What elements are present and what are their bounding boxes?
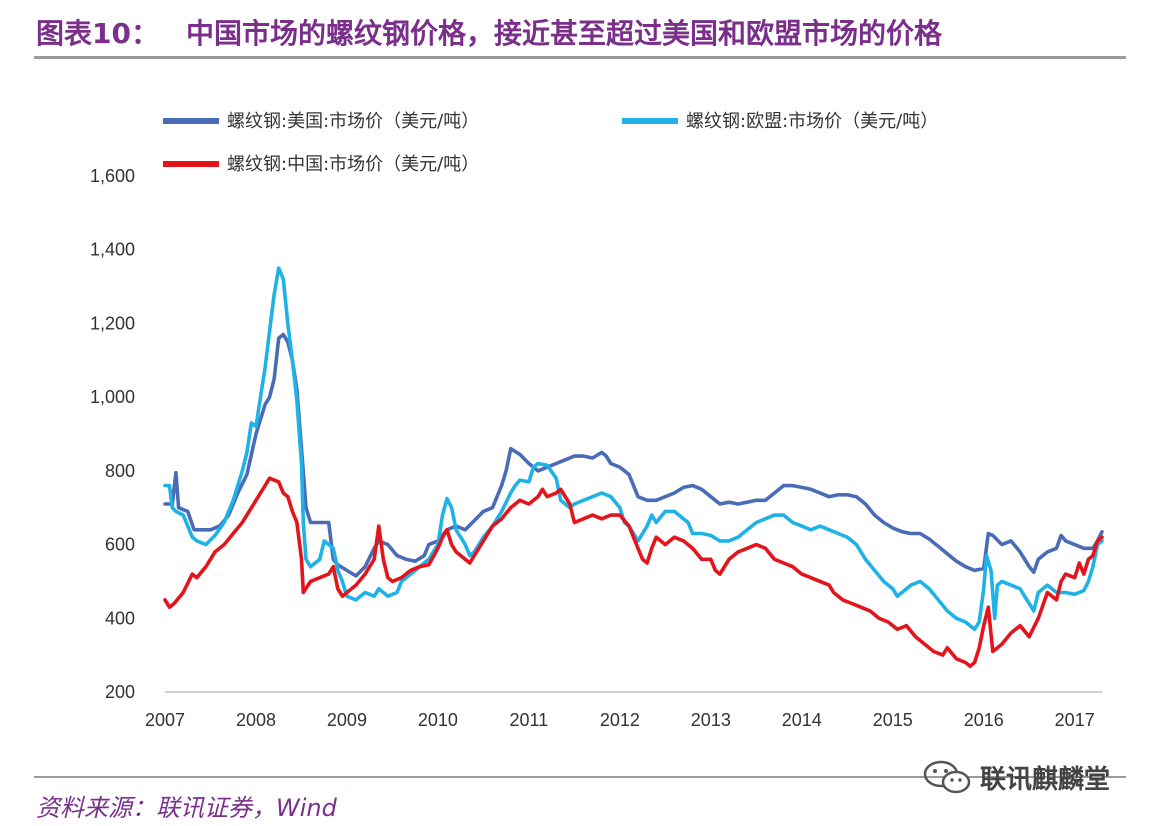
y-tick-label: 400 — [105, 608, 135, 628]
x-tick-label: 2013 — [691, 710, 731, 730]
y-tick-label: 1,400 — [90, 240, 135, 260]
y-tick-label: 1,000 — [90, 387, 135, 407]
x-tick-label: 2012 — [600, 710, 640, 730]
x-tick-label: 2009 — [327, 710, 367, 730]
watermark: 联讯麒麟堂 — [922, 757, 1110, 797]
figure-label: 图表10： — [36, 17, 159, 50]
title-bar: 图表10： 中国市场的螺纹钢价格，接近甚至超过美国和欧盟市场的价格 — [0, 0, 1160, 58]
y-tick-label: 1,600 — [90, 166, 135, 186]
y-tick-label: 800 — [105, 461, 135, 481]
series-line-eu — [163, 266, 1104, 632]
bottom-divider — [34, 776, 1126, 778]
figure-title: 中国市场的螺纹钢价格，接近甚至超过美国和欧盟市场的价格 — [186, 17, 943, 50]
x-tick-label: 2014 — [782, 710, 822, 730]
wechat-icon — [923, 760, 971, 794]
x-tick-label: 2011 — [510, 710, 549, 730]
y-tick-label: 600 — [105, 535, 135, 555]
x-tick-label: 2007 — [145, 710, 185, 730]
y-tick-label: 200 — [105, 682, 135, 702]
watermark-text: 联讯麒麟堂 — [980, 764, 1111, 795]
x-tick-label: 2008 — [236, 710, 276, 730]
x-tick-label: 2017 — [1055, 710, 1095, 730]
x-tick-label: 2016 — [964, 710, 1004, 730]
x-tick-label: 2010 — [418, 710, 458, 730]
legend-eu-label: 螺纹钢:欧盟:市场价（美元/吨） — [686, 111, 938, 132]
legend-cn-label: 螺纹钢:中国:市场价（美元/吨） — [227, 154, 479, 175]
legend-us-label: 螺纹钢:美国:市场价（美元/吨） — [227, 111, 479, 132]
source-note: 资料来源：联讯证券，Wind — [36, 794, 337, 822]
top-divider — [34, 56, 1126, 59]
x-tick-label: 2015 — [873, 710, 913, 730]
y-tick-label: 1,200 — [90, 313, 135, 333]
series-line-cn — [163, 476, 1104, 668]
